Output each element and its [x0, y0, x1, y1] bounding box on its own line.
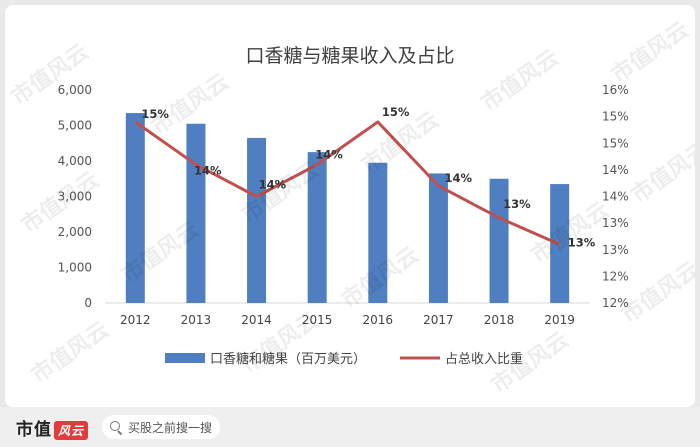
x-tick-label: 2016	[363, 313, 394, 327]
x-tick-label: 2019	[544, 313, 575, 327]
data-label: 14%	[194, 164, 222, 178]
y-right-tick-label: 14%	[602, 163, 629, 177]
y-right-tick-label: 13%	[602, 216, 629, 230]
series-line	[134, 120, 561, 246]
bar	[428, 173, 448, 303]
brand-logo[interactable]: 市值 风云	[16, 415, 89, 440]
y-left-tick-label: 0	[84, 296, 92, 310]
y-left-tick-label: 6,000	[58, 83, 92, 97]
data-label: 15%	[141, 107, 169, 121]
data-label: 14%	[315, 148, 343, 162]
legend-bar-label: 口香糖和糖果（百万美元）	[210, 351, 366, 367]
footer-bar: 市值 风云 买股之前搜一搜	[0, 407, 700, 447]
bar	[307, 152, 327, 303]
data-label: 14%	[259, 178, 287, 192]
y-left-tick-label: 2,000	[58, 225, 92, 239]
x-tick-label: 2017	[423, 313, 454, 327]
bar	[186, 123, 206, 303]
bar	[247, 137, 267, 303]
data-label: 14%	[444, 171, 472, 185]
y-left-tick-label: 1,000	[58, 261, 92, 275]
data-label: 15%	[382, 105, 410, 119]
y-right-tick-label: 12%	[602, 296, 629, 310]
chart-title: 口香糖与糖果收入及占比	[245, 45, 454, 67]
x-tick-label: 2013	[181, 313, 212, 327]
x-tick-label: 2018	[484, 313, 515, 327]
x-tick-label: 2014	[241, 313, 272, 327]
y-left-tick-label: 3,000	[58, 190, 92, 204]
data-label: 13%	[568, 235, 596, 249]
y-left-tick-label: 5,000	[58, 119, 92, 133]
y-right-tick-label: 12%	[602, 269, 629, 283]
y-right-tick-label: 15%	[602, 136, 629, 150]
data-label: 13%	[503, 197, 531, 211]
bar	[125, 113, 145, 303]
y-right-tick-label: 16%	[602, 83, 629, 97]
search-box[interactable]: 买股之前搜一搜	[102, 415, 221, 439]
chart: 口香糖与糖果收入及占比 0 1,000 2,000 3,000 4,000 5,000 6,0…	[58, 45, 629, 367]
y-left-tick-label: 4,000	[58, 154, 92, 168]
x-tick-label: 2015	[302, 313, 333, 327]
search-placeholder: 买股之前搜一搜	[128, 420, 213, 435]
x-tick-label: 2012	[120, 313, 151, 327]
chart-card: 市值风云 市值风云 市值风云 市值风云 市值风云 市值风云 市值风云 市值风云 市值风云 市值风云…	[5, 5, 695, 407]
bar	[368, 162, 388, 303]
y-right-tick-label: 13%	[602, 243, 629, 257]
legend-line-label: 占总收入比重	[445, 351, 523, 367]
y-right-tick-label: 14%	[602, 190, 629, 204]
y-right-tick-label: 15%	[602, 110, 629, 124]
legend-bar-swatch	[165, 353, 205, 363]
search-icon	[110, 420, 123, 434]
bar	[489, 178, 509, 303]
